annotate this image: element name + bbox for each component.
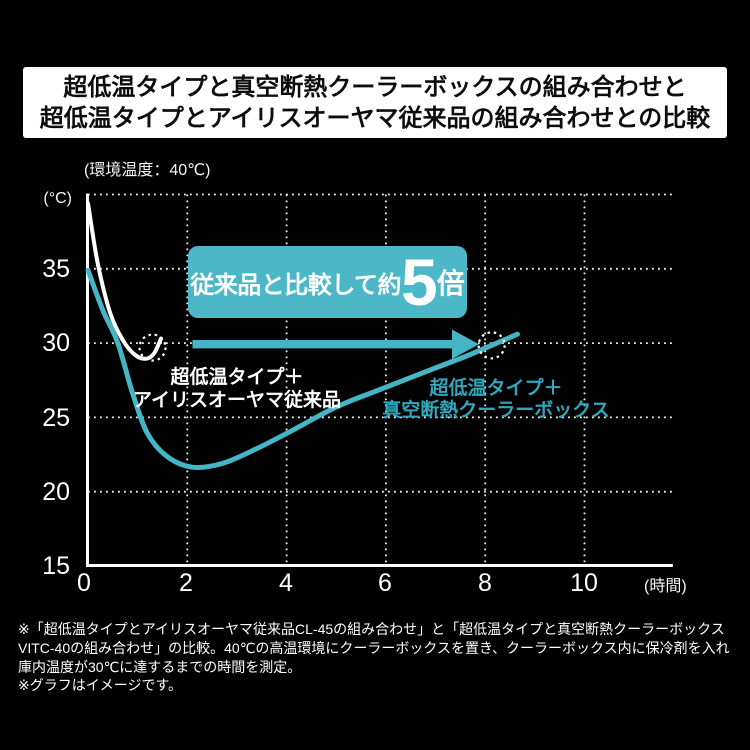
footnote-note2: ※グラフはイメージです。 xyxy=(18,677,183,694)
banner-prefix-text: 従来品と比較して約 xyxy=(190,271,402,299)
title-line-2: 超低温タイプとアイリスオーヤマ従来品の組み合わせとの比較 xyxy=(39,104,711,132)
footnote-note1: ※「超低温タイプとアイリスオーヤマ従来品CL-45の組み合わせ」と「超低温タイプ… xyxy=(18,621,730,675)
y-axis-unit-label: (°C) xyxy=(43,190,72,207)
x-axis-unit-label: (時間) xyxy=(644,578,687,595)
x-tick-10: 10 xyxy=(570,569,598,597)
banner-suffix-text: 倍 xyxy=(436,268,465,299)
y-tick-20: 20 xyxy=(42,478,70,506)
x-tick-6: 6 xyxy=(378,569,392,597)
x-tick-2: 2 xyxy=(179,569,193,597)
marker-circle-conventional-30c xyxy=(138,333,167,362)
x-tick-0: 0 xyxy=(77,569,91,597)
title-box: 超低温タイプと真空断熱クーラーボックスの組み合わせと 超低温タイプとアイリスオー… xyxy=(23,67,727,138)
footnote: ※「超低温タイプとアイリスオーヤマ従来品CL-45の組み合わせ」と「超低温タイプ… xyxy=(18,620,734,695)
x-tick-8: 8 xyxy=(478,569,492,597)
x-tick-4: 4 xyxy=(279,569,293,597)
title-line-1: 超低温タイプと真空断熱クーラーボックスの組み合わせと xyxy=(63,73,687,101)
marker-circle-vacuum-30c xyxy=(477,331,506,360)
label-conventional-line2: アイリスオーヤマ従来品 xyxy=(132,390,342,411)
y-tick-15: 15 xyxy=(42,552,70,580)
y-tick-30: 30 xyxy=(42,329,70,357)
curve-conventional-combo xyxy=(86,201,163,361)
comparison-arrow xyxy=(192,329,479,359)
curve-vacuum-combo xyxy=(85,267,520,471)
axis-lines xyxy=(86,193,673,567)
banner-big-number: 5 xyxy=(401,245,438,319)
label-conventional-line1: 超低温タイプ＋ xyxy=(170,367,304,388)
y-tick-25: 25 xyxy=(42,404,70,432)
ambient-temperature-note: (環境温度：40℃) xyxy=(84,162,211,179)
y-tick-35: 35 xyxy=(42,255,70,283)
label-vacuum-combo: 超低温タイプ＋ 真空断熱クーラーボックス xyxy=(374,378,618,422)
label-vacuum-line1: 超低温タイプ＋ xyxy=(429,378,563,399)
comparison-banner: 従来品と比較して約 5 倍 xyxy=(188,246,467,318)
label-conventional-combo: 超低温タイプ＋ アイリスオーヤマ従来品 xyxy=(117,366,357,412)
label-vacuum-line2: 真空断熱クーラーボックス xyxy=(382,400,610,421)
